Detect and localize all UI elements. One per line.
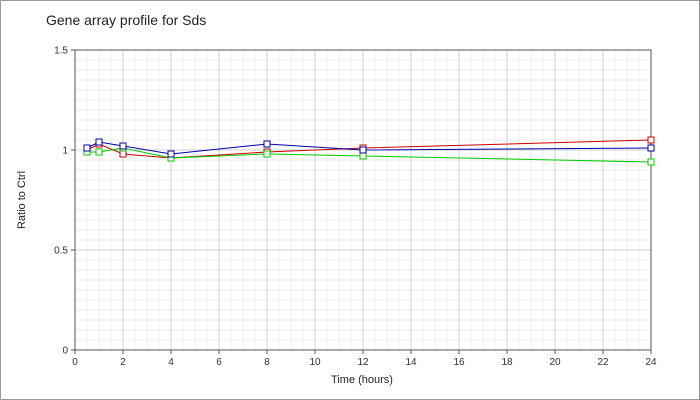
chart-title: Gene array profile for Sds [46, 12, 206, 28]
data-point [263, 150, 271, 158]
y-tick-label: 0 [62, 346, 68, 357]
data-point [647, 136, 655, 144]
y-tick-label: 1 [62, 146, 68, 157]
data-point [263, 140, 271, 148]
x-tick-label: 8 [264, 357, 270, 368]
x-tick-label: 0 [72, 357, 78, 368]
data-point [167, 150, 175, 158]
data-point [359, 146, 367, 154]
y-axis-label: Ratio to Ctrl [16, 171, 28, 229]
x-tick-label: 12 [357, 357, 369, 368]
data-point [95, 138, 103, 146]
x-tick-label: 6 [216, 357, 222, 368]
data-point [647, 144, 655, 152]
x-axis-label: Time (hours) [331, 374, 393, 386]
data-point [119, 150, 127, 158]
series-3 [83, 138, 655, 158]
y-tick-label: 0.5 [54, 246, 68, 257]
data-point [359, 152, 367, 160]
data-point [119, 142, 127, 150]
x-tick-label: 14 [405, 357, 417, 368]
data-point [647, 158, 655, 166]
x-tick-label: 16 [453, 357, 465, 368]
data-point [95, 148, 103, 156]
data-point [83, 144, 91, 152]
x-tick-label: 22 [597, 357, 609, 368]
x-tick-label: 20 [549, 357, 561, 368]
y-tick-label: 1.5 [54, 46, 68, 57]
x-tick-label: 18 [501, 357, 513, 368]
x-tick-label: 2 [120, 357, 126, 368]
grid [74, 49, 652, 351]
x-tick-label: 24 [645, 357, 657, 368]
x-tick-label: 10 [309, 357, 321, 368]
x-tick-label: 4 [168, 357, 174, 368]
series-group [83, 136, 655, 166]
